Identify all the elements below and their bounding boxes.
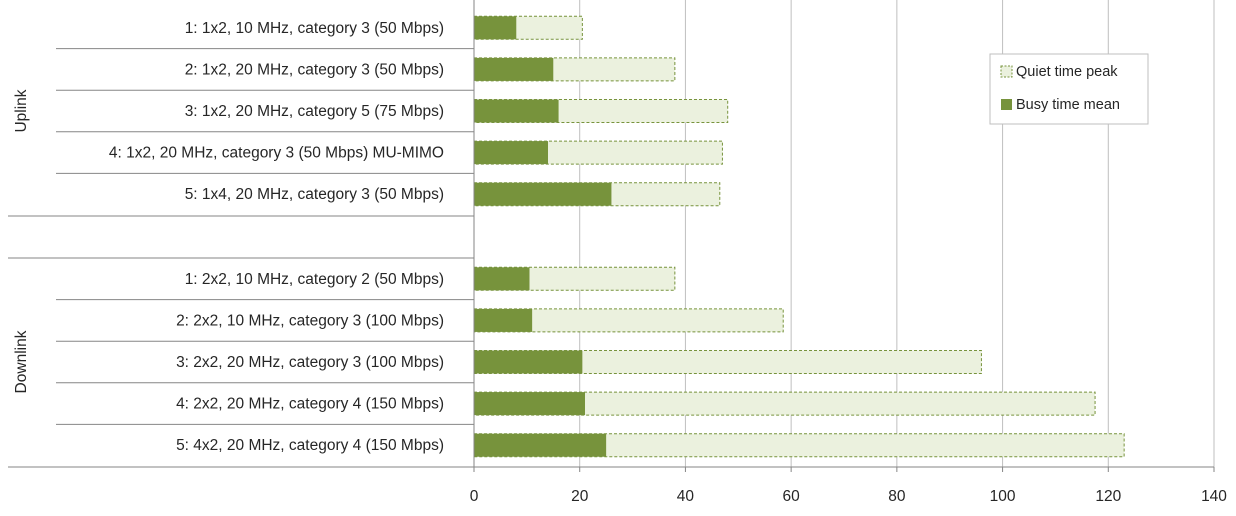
category-label: 3: 2x2, 20 MHz, category 3 (100 Mbps) xyxy=(176,354,444,371)
x-tick-label: 0 xyxy=(470,488,479,505)
bar-busy-time-mean xyxy=(474,141,548,165)
bar-busy-time-mean xyxy=(474,308,533,332)
category-labels: 1: 1x2, 10 MHz, category 3 (50 Mbps) 2: 1… xyxy=(13,20,444,454)
legend-swatch-quiet-time-peak xyxy=(1000,65,1013,78)
category-label: 3: 1x2, 20 MHz, category 5 (75 Mbps) xyxy=(185,103,444,120)
x-tick-label: 100 xyxy=(990,488,1016,505)
x-tick-label: 120 xyxy=(1095,488,1121,505)
legend-label-busy-time-mean: Busy time mean xyxy=(1016,97,1120,113)
category-label: 1: 2x2, 10 MHz, category 2 (50 Mbps) xyxy=(185,271,444,288)
axes xyxy=(8,0,1215,472)
bar-busy-time-mean xyxy=(474,392,585,416)
category-label: 4: 2x2, 20 MHz, category 4 (150 Mbps) xyxy=(176,396,444,413)
bar-busy-time-mean xyxy=(474,433,607,457)
group-label: Downlink xyxy=(13,330,30,393)
category-label: 2: 2x2, 10 MHz, category 3 (100 Mbps) xyxy=(176,312,444,329)
bars xyxy=(473,15,1125,458)
category-label: 1: 1x2, 10 MHz, category 3 (50 Mbps) xyxy=(185,20,444,37)
bar-busy-time-mean xyxy=(474,182,612,206)
category-label: 5: 4x2, 20 MHz, category 4 (150 Mbps) xyxy=(176,437,444,454)
legend-box xyxy=(989,53,1149,125)
category-label: 2: 1x2, 20 MHz, category 3 (50 Mbps) xyxy=(185,61,444,78)
bar-quiet-time-peak xyxy=(473,433,1125,458)
bar-busy-time-mean xyxy=(474,99,559,123)
bar-busy-time-mean xyxy=(474,350,583,374)
x-tick-label: 20 xyxy=(571,488,589,505)
category-label: 5: 1x4, 20 MHz, category 3 (50 Mbps) xyxy=(185,186,444,203)
x-tick-label: 80 xyxy=(888,488,906,505)
category-label: 4: 1x2, 20 MHz, category 3 (50 Mbps) MU-… xyxy=(109,145,444,162)
x-tick-label: 40 xyxy=(677,488,695,505)
x-tick-label: 140 xyxy=(1201,488,1227,505)
bar-busy-time-mean xyxy=(474,57,554,81)
x-tick-labels: 0 20 40 60 80 100 120 140 xyxy=(470,488,1228,505)
legend-swatch-busy-time-mean xyxy=(1001,99,1012,110)
bar-quiet-time-peak xyxy=(473,350,982,374)
bar-busy-time-mean xyxy=(474,16,517,40)
bar-busy-time-mean xyxy=(474,267,530,291)
legend: Quiet time peak Busy time mean xyxy=(989,53,1149,125)
x-tick-label: 60 xyxy=(783,488,801,505)
group-label: Uplink xyxy=(13,89,30,132)
legend-label-quiet-time-peak: Quiet time peak xyxy=(1016,64,1118,80)
